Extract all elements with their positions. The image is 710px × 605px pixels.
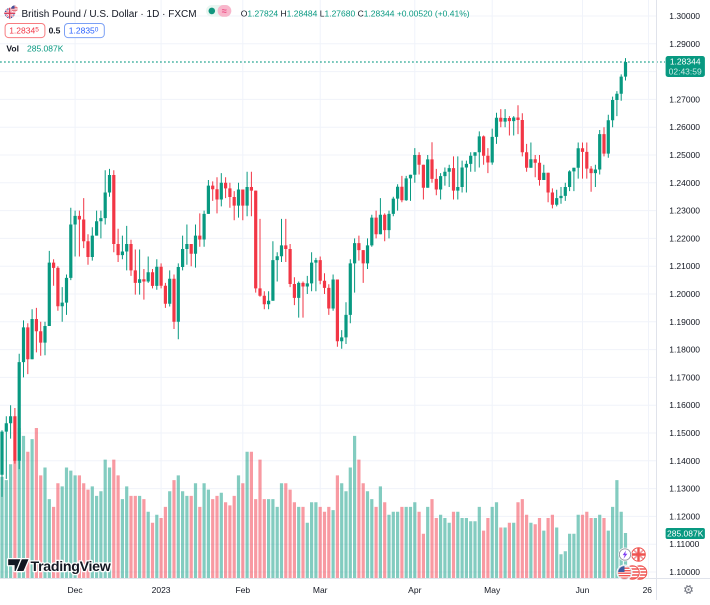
svg-text:Apr: Apr xyxy=(408,585,421,595)
svg-text:0.5: 0.5 xyxy=(49,26,61,36)
svg-text:1.15000: 1.15000 xyxy=(669,428,700,438)
svg-text:1.19000: 1.19000 xyxy=(669,317,700,327)
svg-text:285.087K: 285.087K xyxy=(667,529,704,539)
svg-text:1.13000: 1.13000 xyxy=(669,484,700,494)
svg-text:1.22000: 1.22000 xyxy=(669,233,700,243)
svg-text:1.29000: 1.29000 xyxy=(669,39,700,49)
svg-text:1.20000: 1.20000 xyxy=(669,289,700,299)
svg-text:Jun: Jun xyxy=(576,585,590,595)
svg-text:Mar: Mar xyxy=(313,585,328,595)
svg-text:1.12000: 1.12000 xyxy=(669,511,700,521)
svg-text:TradingView: TradingView xyxy=(31,559,112,575)
svg-text:≈: ≈ xyxy=(222,6,227,16)
svg-text:1.26000: 1.26000 xyxy=(669,122,700,132)
svg-text:Feb: Feb xyxy=(235,585,250,595)
svg-text:British Pound / U.S. Dollar ·: British Pound / U.S. Dollar · 1D · FXCM xyxy=(22,9,197,20)
svg-text:1.30000: 1.30000 xyxy=(669,11,700,21)
svg-text:1.11000: 1.11000 xyxy=(669,539,699,549)
svg-text:2023: 2023 xyxy=(152,585,171,595)
svg-text:1.25000: 1.25000 xyxy=(669,150,700,160)
svg-text:1.17000: 1.17000 xyxy=(669,372,700,382)
svg-text:285.087K: 285.087K xyxy=(27,44,64,54)
svg-text:1.24000: 1.24000 xyxy=(669,178,700,188)
svg-text:1.14000: 1.14000 xyxy=(669,456,700,466)
svg-text:1.10000: 1.10000 xyxy=(669,567,700,577)
svg-text:1.21000: 1.21000 xyxy=(669,261,700,271)
svg-text:1.28345: 1.28345 xyxy=(9,26,39,36)
svg-text:02:43:59: 02:43:59 xyxy=(669,66,702,76)
svg-text:1.28344: 1.28344 xyxy=(670,57,701,67)
svg-text:26: 26 xyxy=(643,585,653,595)
svg-text:O1.27824 H1.28484 L1.27680 C1.: O1.27824 H1.28484 L1.27680 C1.28344 +0.0… xyxy=(241,9,470,19)
svg-text:1.18000: 1.18000 xyxy=(669,345,700,355)
svg-text:1.16000: 1.16000 xyxy=(669,400,700,410)
svg-text:1.28350: 1.28350 xyxy=(69,26,99,36)
svg-text:1.27000: 1.27000 xyxy=(669,94,700,104)
svg-text:1.23000: 1.23000 xyxy=(669,206,700,216)
svg-text:Vol: Vol xyxy=(6,44,19,54)
svg-text:May: May xyxy=(484,585,501,595)
svg-text:Dec: Dec xyxy=(68,585,84,595)
